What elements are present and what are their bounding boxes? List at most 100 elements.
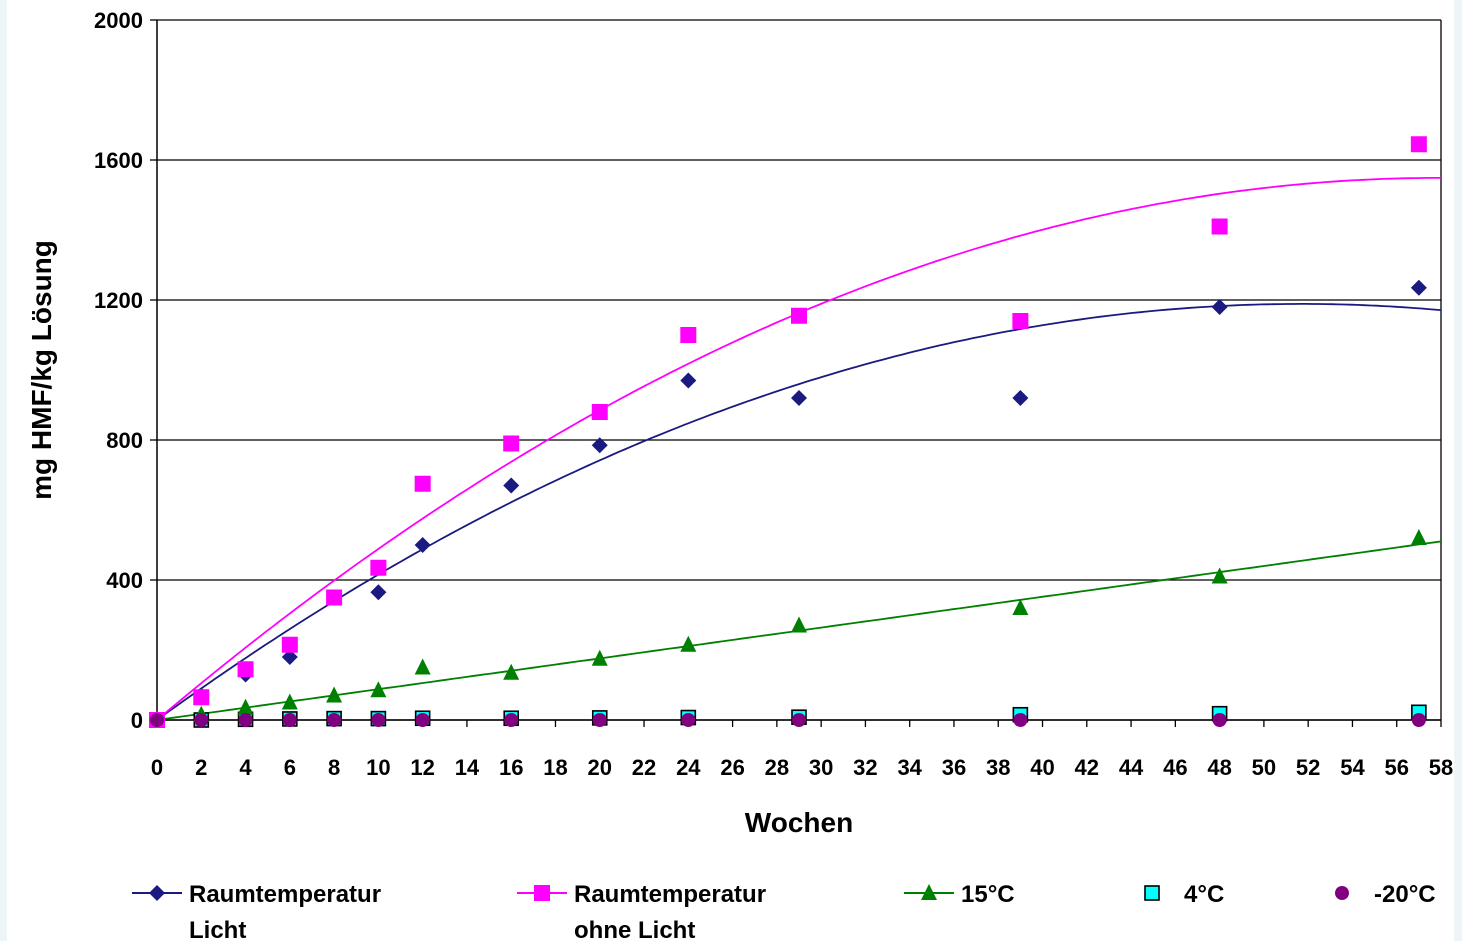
y-tick-label: 400 [106,568,143,593]
y-tick-label: 2000 [94,8,143,33]
x-tick-label: 52 [1296,755,1320,780]
x-tick-label: 8 [328,755,340,780]
chart-container: 0 400 800 1200 1600 2000 0 2 4 6 8 10 12 14 16 18 20 22 24… [7,0,1454,941]
x-tick-label: 50 [1252,755,1276,780]
data-point [414,537,431,553]
legend-label: -20°C [1374,881,1436,908]
x-tick-label: 24 [676,755,701,780]
x-tick-label: 46 [1163,755,1187,780]
x-axis-title: Wochen [745,807,853,838]
x-tick-label: 20 [588,755,612,780]
legend-label: 15°C [961,881,1015,908]
legend-item: 4°C [1144,881,1224,908]
x-tick-label: 38 [986,755,1010,780]
legend: Raumtemperatur Licht Raumtemperatur ohne Li… [132,881,1436,941]
legend-item: Raumtemperatur ohne Licht [517,881,766,941]
x-tick-label: 16 [499,755,523,780]
x-tick-label: 40 [1030,755,1054,780]
data-point [282,713,297,727]
x-tick-label: 4 [239,755,252,780]
data-point [592,713,607,727]
y-tick-label: 1600 [94,148,143,173]
data-point [1211,299,1228,315]
data-point [370,559,387,576]
legend-item: Raumtemperatur Licht [132,881,381,941]
x-tick-label: 30 [809,755,833,780]
y-tick-label: 1200 [94,288,143,313]
legend-marker [149,885,165,901]
data-point [1012,390,1029,406]
trendline [156,303,1442,721]
data-point [1411,713,1426,727]
x-tick-label: 48 [1207,755,1231,780]
legend-marker [1144,885,1160,901]
x-tick-label: 36 [942,755,966,780]
data-point [680,635,697,652]
data-point [281,636,298,653]
points-layer [149,136,1427,728]
x-tick-label: 44 [1119,755,1144,780]
trendline-layer [156,177,1442,721]
data-point [193,689,210,706]
data-point [371,713,386,727]
data-point [370,584,387,601]
data-point [370,681,387,698]
legend-label: ohne Licht [574,917,695,941]
trendline [156,177,1441,721]
data-point [1410,279,1427,296]
legend-label: Raumtemperatur [189,881,381,908]
legend-label: Licht [189,917,246,941]
y-tick-label: 800 [106,428,143,453]
data-point [1013,713,1028,727]
data-point [1012,599,1029,615]
x-tick-label: 32 [853,755,877,780]
legend-marker [1335,886,1349,900]
x-tick-label: 58 [1429,755,1453,780]
data-point [150,713,164,727]
x-tick-label: 10 [366,755,390,780]
grid-layer [157,19,1441,721]
y-tick-label: 0 [131,708,143,733]
data-point [414,658,431,675]
data-point [281,649,298,665]
data-point [326,589,343,606]
data-point [326,686,343,703]
legend-marker [921,884,937,900]
data-point [238,713,253,727]
legend-item: 15°C [904,881,1015,908]
x-tick-label: 42 [1075,755,1099,780]
x-tick-label: 26 [720,755,744,780]
data-point [1211,567,1228,584]
data-point [791,616,807,633]
data-point [591,404,608,420]
data-point [1410,136,1427,153]
data-point [1211,218,1228,235]
x-tick-label: 14 [455,755,480,780]
data-point [237,661,254,678]
data-point [681,713,696,727]
data-point [1012,313,1029,329]
data-point [415,713,430,727]
data-point [327,713,342,727]
data-point [414,475,431,492]
x-tick-label: 54 [1340,755,1365,780]
y-axis-title: mg HMF/kg Lösung [26,240,57,500]
x-tick-label: 18 [543,755,567,780]
data-point [503,663,520,680]
data-point [503,477,520,494]
data-point [680,372,697,389]
data-point [1410,529,1427,545]
data-point [281,693,298,710]
legend-item: -20°C [1335,881,1436,908]
data-point [680,327,697,343]
legend-marker [534,885,550,901]
legend-label: 4°C [1184,881,1224,908]
data-point [504,713,519,727]
x-tick-label: 56 [1384,755,1408,780]
data-point [237,698,254,715]
x-tick-label: 6 [284,755,296,780]
data-point [791,307,807,324]
data-point [503,435,520,452]
